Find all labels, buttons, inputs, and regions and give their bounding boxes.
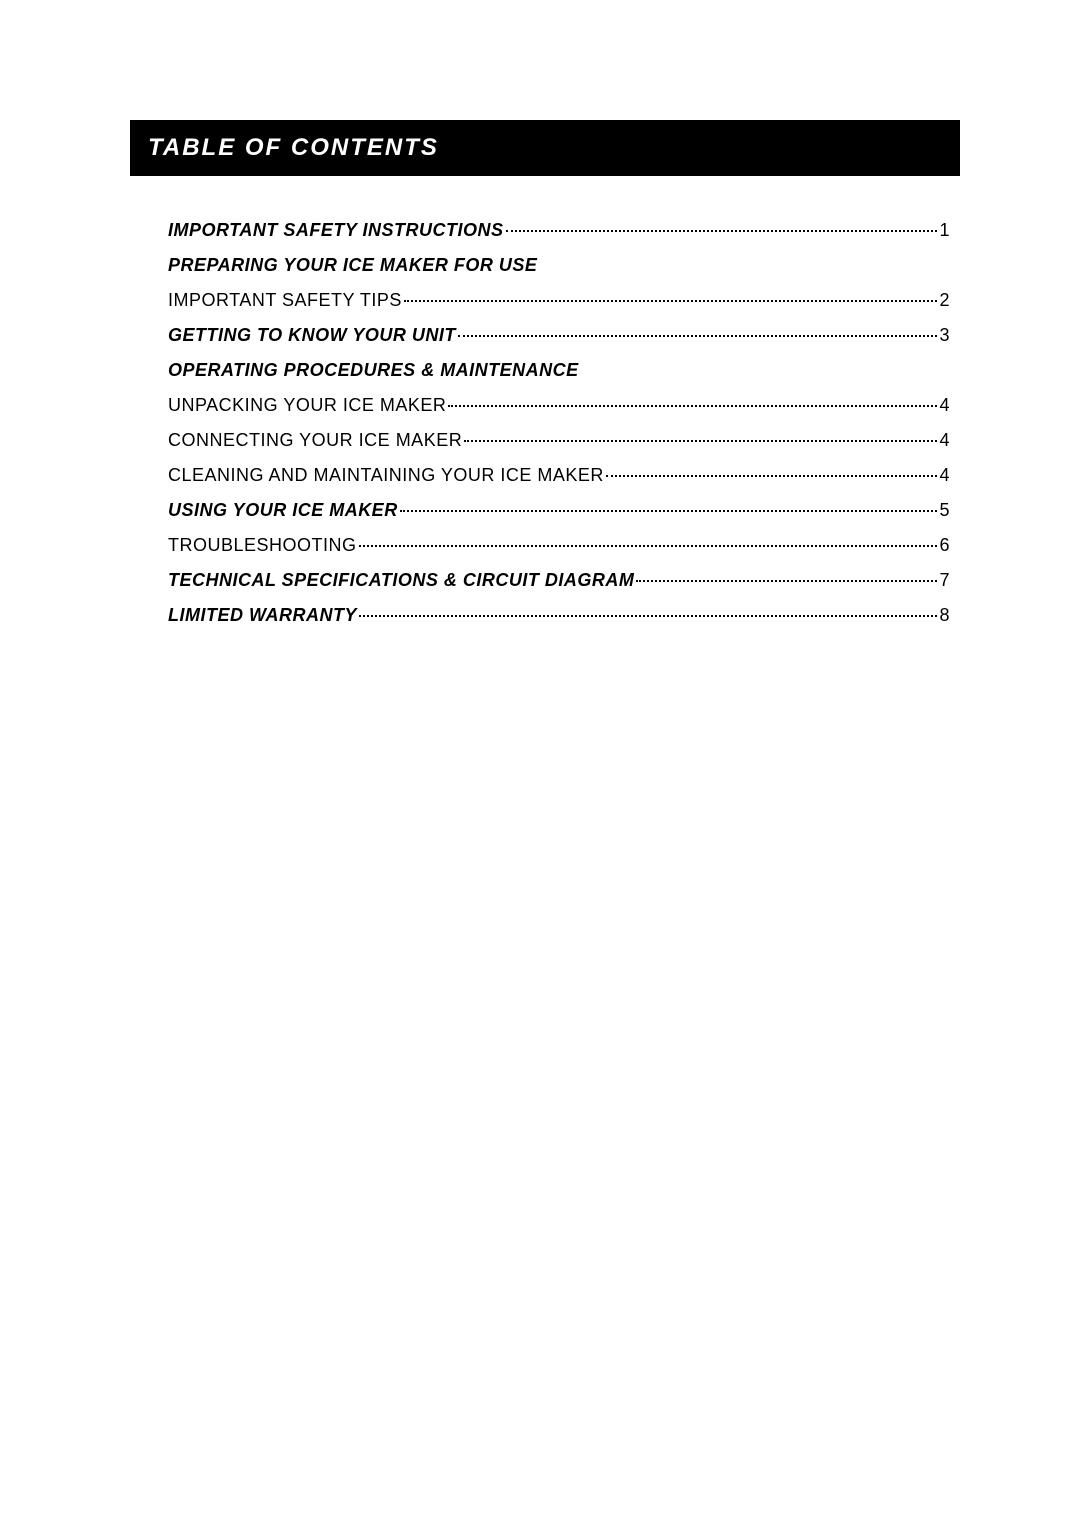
toc-entry: GETTING TO KNOW YOUR UNIT 3 [168, 325, 950, 346]
toc-leader-dots [606, 475, 938, 477]
toc-entry-page: 4 [939, 430, 950, 451]
toc-entry: LIMITED WARRANTY 8 [168, 605, 950, 626]
toc-leader-dots [404, 300, 938, 302]
toc-entry-label: LIMITED WARRANTY [168, 605, 357, 626]
toc-entry-page: 7 [939, 570, 950, 591]
toc-entry-label: OPERATING PROCEDURES & MAINTENANCE [168, 360, 579, 381]
toc-entry: OPERATING PROCEDURES & MAINTENANCE [168, 360, 950, 381]
toc-entry-page: 6 [939, 535, 950, 556]
toc-entry-page: 4 [939, 465, 950, 486]
toc-entry-page: 8 [939, 605, 950, 626]
toc-entry-label: PREPARING YOUR ICE MAKER FOR USE [168, 255, 537, 276]
toc-leader-dots [359, 545, 938, 547]
toc-entry: IMPORTANT SAFETY INSTRUCTIONS 1 [168, 220, 950, 241]
toc-entry: CONNECTING YOUR ICE MAKER 4 [168, 430, 950, 451]
toc-entry-page: 2 [939, 290, 950, 311]
toc-entry-label: CLEANING AND MAINTAINING YOUR ICE MAKER [168, 465, 604, 486]
toc-leader-dots [464, 440, 937, 442]
toc-entry-label: CONNECTING YOUR ICE MAKER [168, 430, 462, 451]
toc-entry-label: IMPORTANT SAFETY INSTRUCTIONS [168, 220, 504, 241]
toc-entry-page: 1 [939, 220, 950, 241]
toc-entry-page: 3 [939, 325, 950, 346]
toc-entry: USING YOUR ICE MAKER 5 [168, 500, 950, 521]
toc-entry-label: UNPACKING YOUR ICE MAKER [168, 395, 446, 416]
toc-entry-label: GETTING TO KNOW YOUR UNIT [168, 325, 456, 346]
toc-header: TABLE OF CONTENTS [130, 120, 960, 176]
toc-leader-dots [448, 405, 937, 407]
toc-leader-dots [400, 510, 938, 512]
toc-entry: TROUBLESHOOTING 6 [168, 535, 950, 556]
toc-entry-page: 5 [939, 500, 950, 521]
toc-entry: CLEANING AND MAINTAINING YOUR ICE MAKER 4 [168, 465, 950, 486]
toc-body: IMPORTANT SAFETY INSTRUCTIONS 1 PREPARING … [130, 220, 960, 626]
toc-entry: TECHNICAL SPECIFICATIONS & CIRCUIT DIAGR… [168, 570, 950, 591]
toc-leader-dots [636, 580, 937, 582]
toc-leader-dots [458, 335, 938, 337]
toc-entry-label: USING YOUR ICE MAKER [168, 500, 398, 521]
toc-leader-dots [506, 230, 938, 232]
toc-entry-page: 4 [939, 395, 950, 416]
toc-header-title: TABLE OF CONTENTS [148, 134, 942, 162]
toc-entry-label: TECHNICAL SPECIFICATIONS & CIRCUIT DIAGR… [168, 570, 634, 591]
toc-entry: PREPARING YOUR ICE MAKER FOR USE [168, 255, 950, 276]
toc-entry: UNPACKING YOUR ICE MAKER 4 [168, 395, 950, 416]
toc-entry: IMPORTANT SAFETY TIPS 2 [168, 290, 950, 311]
toc-entry-label: IMPORTANT SAFETY TIPS [168, 290, 402, 311]
toc-leader-dots [359, 615, 938, 617]
toc-entry-label: TROUBLESHOOTING [168, 535, 357, 556]
